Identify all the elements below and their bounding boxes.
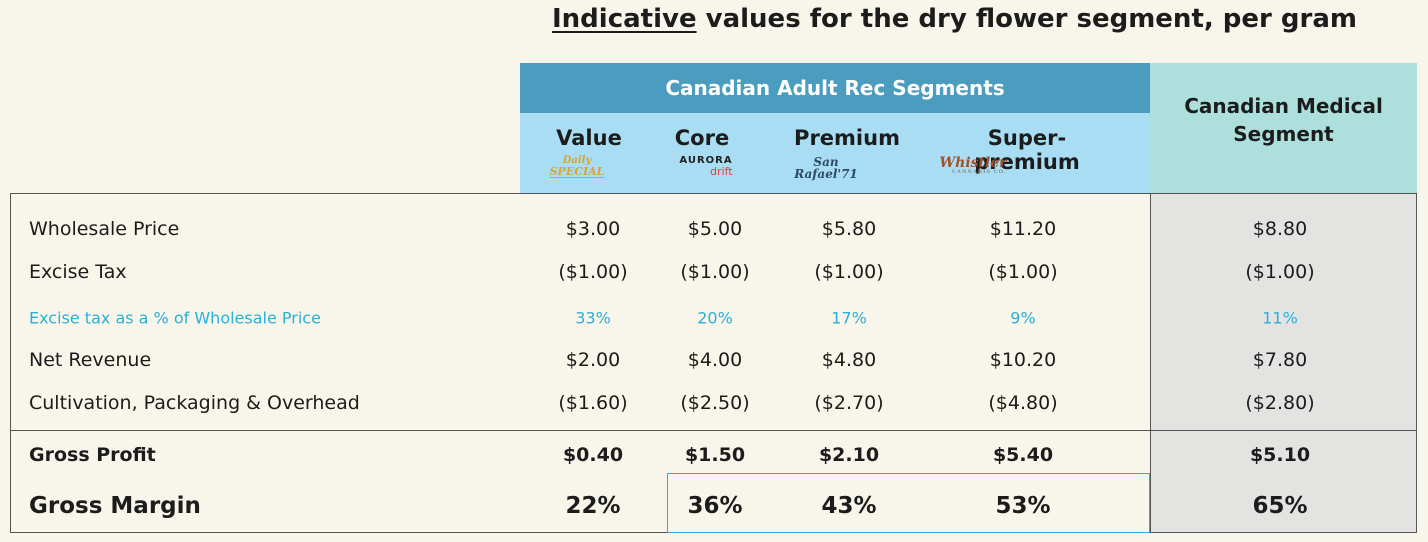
cell-excise-super-premium: ($1.00): [988, 261, 1058, 283]
medical-header-line2: Segment: [1233, 122, 1334, 146]
row-label-gross-profit: Gross Profit: [29, 444, 156, 466]
aurora-drift-logo: AURORA drift: [679, 155, 733, 178]
cell-gross-margin-super-premium: 53%: [995, 493, 1051, 519]
cell-net-revenue-value: $2.00: [565, 349, 621, 371]
title-emphasis: Indicative: [552, 4, 697, 34]
cell-cultivation-value: ($1.60): [558, 392, 628, 414]
cell-wholesale-medical: $8.80: [1252, 218, 1308, 240]
segment-super-premium-label: Super-premium: [974, 126, 1080, 174]
rec-segments-header-label: Canadian Adult Rec Segments: [665, 76, 1005, 100]
totals-divider: [10, 430, 1417, 431]
cell-cultivation-medical: ($2.80): [1245, 392, 1315, 414]
cell-gross-profit-core: $1.50: [684, 444, 746, 466]
cell-wholesale-value: $3.00: [565, 218, 621, 240]
cell-net-revenue-medical: $7.80: [1252, 349, 1308, 371]
highlight-box: [667, 473, 1150, 533]
cell-gross-profit-super-premium: $5.40: [992, 444, 1054, 466]
cell-wholesale-super-premium: $11.20: [989, 218, 1057, 240]
cell-excise-core: ($1.00): [680, 261, 750, 283]
segment-premium-label: Premium: [794, 126, 900, 150]
cell-excise-pct-premium: 17%: [831, 308, 867, 328]
daily-special-logo: Daily SPECIAL: [549, 155, 605, 178]
medical-segment-header: Canadian Medical Segment: [1150, 63, 1417, 193]
row-label-excise-tax: Excise Tax: [29, 261, 127, 283]
cell-net-revenue-super-premium: $10.20: [989, 349, 1057, 371]
cell-gross-margin-core: 36%: [687, 493, 743, 519]
aurora-drift-logo-line2: drift: [710, 165, 733, 178]
title-rest: values for the dry flower segment, per g…: [696, 4, 1357, 34]
cell-excise-value: ($1.00): [558, 261, 628, 283]
row-label-wholesale-price: Wholesale Price: [29, 218, 180, 240]
cell-gross-margin-value: 22%: [565, 493, 621, 519]
cell-gross-margin-premium: 43%: [821, 493, 877, 519]
row-label-excise-percent: Excise tax as a % of Wholesale Price: [29, 308, 321, 328]
cell-excise-pct-core: 20%: [697, 308, 733, 328]
cell-cultivation-super-premium: ($4.80): [988, 392, 1058, 414]
row-label-cultivation: Cultivation, Packaging & Overhead: [29, 392, 360, 414]
cell-gross-profit-medical: $5.10: [1249, 444, 1311, 466]
page-title: Indicative values for the dry flower seg…: [552, 4, 1357, 34]
row-label-gross-margin: Gross Margin: [29, 493, 201, 519]
rec-segments-header: Canadian Adult Rec Segments: [520, 63, 1150, 113]
cell-gross-profit-value: $0.40: [562, 444, 624, 466]
cell-excise-medical: ($1.00): [1245, 261, 1315, 283]
whistler-logo: Whistler CANNABIS CO.: [939, 156, 1006, 175]
san-rafael-logo-line1: San: [813, 155, 839, 169]
cell-wholesale-premium: $5.80: [821, 218, 877, 240]
aurora-drift-logo-line1: AURORA: [679, 155, 733, 166]
segment-core-label: Core: [674, 126, 730, 150]
cell-excise-pct-value: 33%: [575, 308, 611, 328]
cell-gross-margin-medical: 65%: [1252, 493, 1308, 519]
cell-excise-pct-medical: 11%: [1262, 308, 1298, 328]
cell-cultivation-premium: ($2.70): [814, 392, 884, 414]
daily-special-logo-line1: Daily: [562, 155, 592, 166]
cell-net-revenue-core: $4.00: [687, 349, 743, 371]
whistler-logo-line2: CANNABIS CO.: [952, 169, 1007, 175]
whistler-logo-line1: Whistler: [939, 155, 1007, 171]
daily-special-logo-line2: SPECIAL: [549, 165, 605, 178]
cell-cultivation-core: ($2.50): [680, 392, 750, 414]
san-rafael-logo-line2: Rafael'71: [794, 167, 858, 181]
medical-column-background: [1150, 193, 1417, 533]
cell-wholesale-core: $5.00: [687, 218, 743, 240]
cell-net-revenue-premium: $4.80: [821, 349, 877, 371]
row-label-net-revenue: Net Revenue: [29, 349, 152, 371]
san-rafael-logo: San Rafael'71: [794, 156, 858, 180]
medical-header-line1: Canadian Medical: [1184, 94, 1383, 118]
rec-segments-subheader: [520, 113, 1150, 193]
segment-value-label: Value: [556, 126, 622, 150]
cell-gross-profit-premium: $2.10: [818, 444, 880, 466]
cell-excise-premium: ($1.00): [814, 261, 884, 283]
cell-excise-pct-super-premium: 9%: [1010, 308, 1036, 328]
